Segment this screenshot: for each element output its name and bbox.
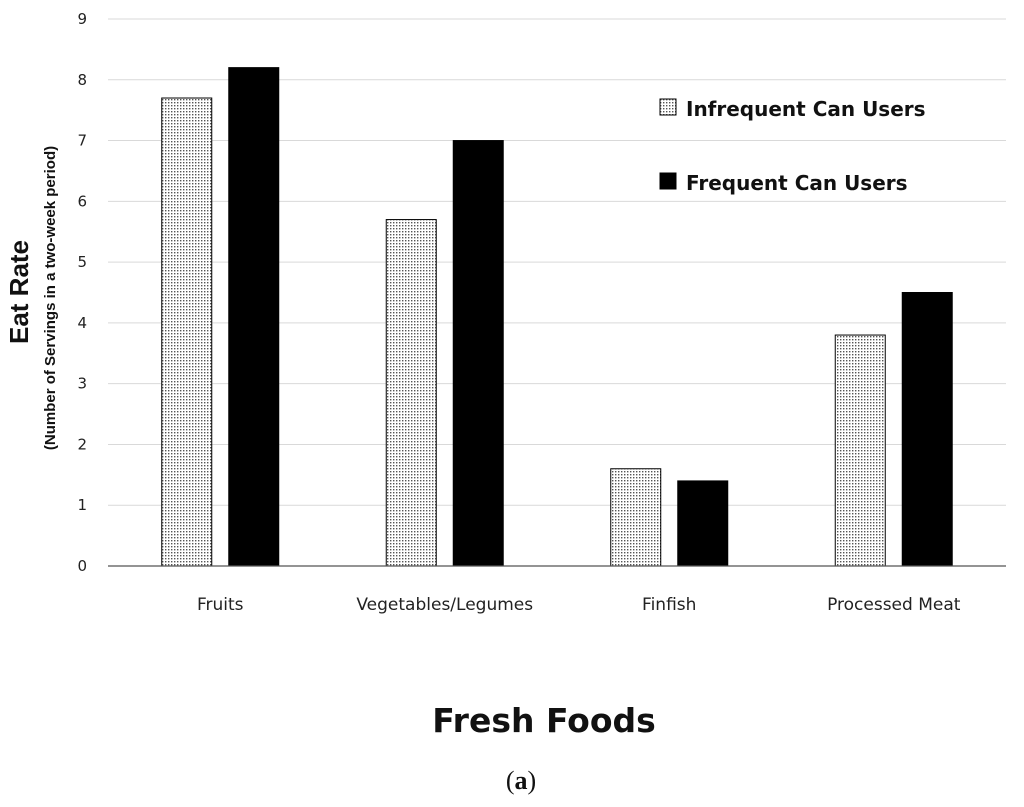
caption-letter: a (515, 766, 528, 795)
legend-swatch-infrequent (659, 98, 677, 116)
figure-caption: (a) (506, 766, 536, 795)
caption-open-paren: ( (506, 766, 515, 795)
x-axis-label: Fresh Foods (432, 701, 656, 740)
bar-frequent (452, 140, 504, 567)
bar-infrequent (834, 334, 886, 567)
x-tick-label: Finfish (642, 595, 696, 615)
y-axis-label: Eat Rate (4, 240, 34, 344)
legend-label-frequent: Frequent Can Users (686, 171, 908, 195)
bar-infrequent (161, 97, 213, 567)
bar-frequent (677, 480, 729, 567)
legend-label-infrequent: Infrequent Can Users (686, 97, 926, 121)
bar-frequent (228, 67, 280, 567)
bar-infrequent (610, 468, 662, 567)
y-tick-label: 2 (77, 435, 87, 453)
legend: Infrequent Can Users Frequent Can Users (659, 97, 926, 195)
bar-infrequent (385, 219, 437, 567)
caption-close-paren: ) (528, 766, 537, 795)
legend-swatch-frequent (659, 172, 677, 190)
y-tick-label: 3 (77, 375, 87, 393)
y-tick-label: 0 (77, 557, 87, 575)
y-tick-label: 4 (77, 314, 87, 332)
x-tick-label: Vegetables/Legumes (356, 595, 533, 615)
y-tick-label: 6 (77, 192, 87, 210)
bar-frequent (901, 292, 953, 567)
y-tick-label: 9 (77, 10, 87, 28)
axes: 0 1 2 3 4 5 6 7 8 9 Fruits Vegetables/Legumes Finfis… (77, 10, 1006, 615)
bars (161, 67, 953, 567)
y-axis-sublabel: (Number of Servings in a two-week period… (42, 146, 59, 450)
y-tick-label: 5 (77, 253, 87, 271)
y-tick-label: 7 (77, 132, 87, 150)
y-tick-label: 8 (77, 71, 87, 89)
x-tick-label: Fruits (197, 595, 244, 615)
x-tick-label: Processed Meat (827, 595, 961, 615)
y-tick-label: 1 (77, 496, 87, 514)
